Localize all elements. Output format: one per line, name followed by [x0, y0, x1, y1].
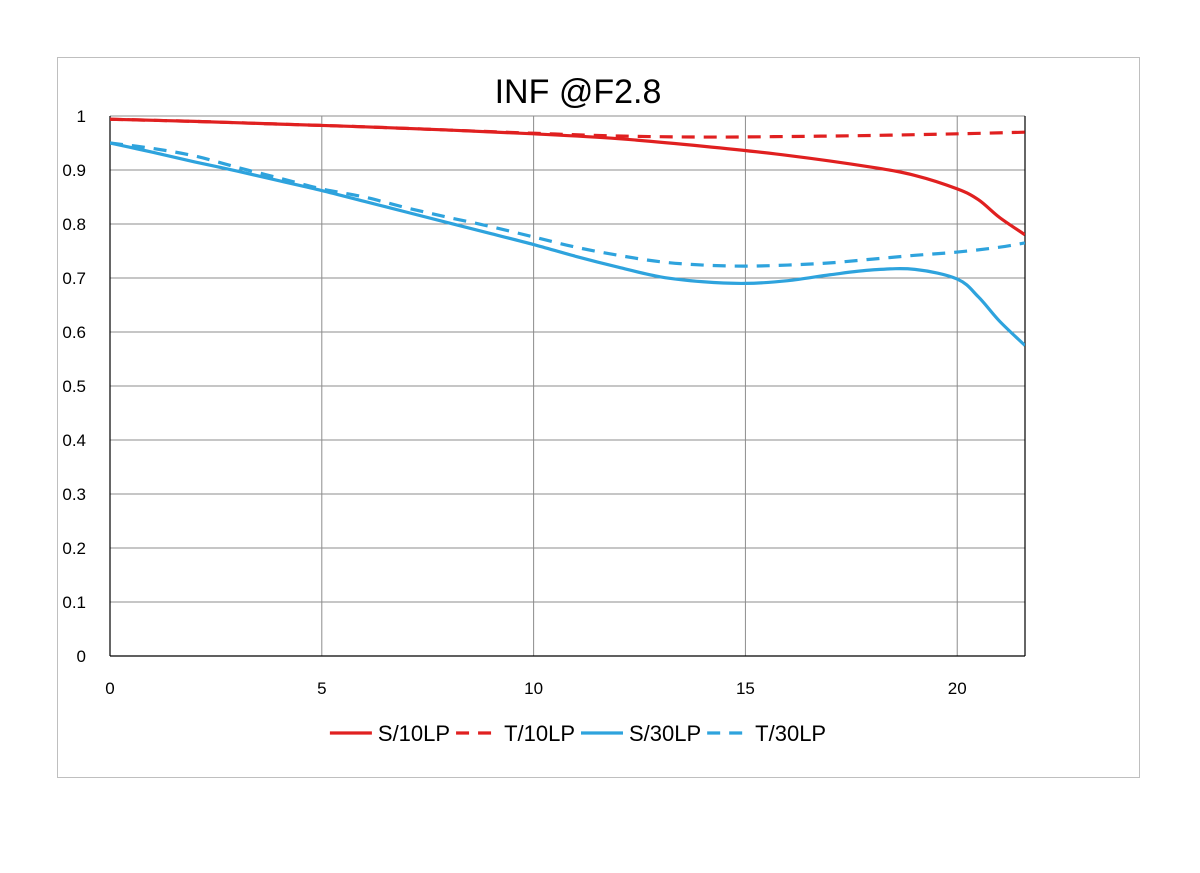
legend-item-s-30lp: S/30LP: [581, 721, 701, 746]
legend-label: S/30LP: [629, 721, 701, 746]
grid-lines: [110, 115, 1025, 656]
y-tick-label: 0.9: [62, 161, 86, 180]
legend-label: T/30LP: [755, 721, 826, 746]
x-tick-label: 5: [317, 679, 326, 698]
y-tick-label: 0.8: [62, 215, 86, 234]
series-lines: [110, 117, 1025, 347]
y-tick-label: 0.2: [62, 539, 86, 558]
legend-label: T/10LP: [504, 721, 575, 746]
series-line-t-30lp: [110, 141, 1025, 268]
x-tick-label: 15: [736, 679, 755, 698]
y-axis-tick-labels: 0 0.1 0.2 0.3 0.4 0.5 0.6 0.7 0.8 0.9 1: [62, 107, 86, 666]
legend-item-t-30lp: T/30LP: [707, 721, 826, 746]
chart-area-border: [57, 57, 1140, 778]
y-tick-label: 0.5: [62, 377, 86, 396]
legend-item-s-10lp: S/10LP: [329, 721, 450, 746]
y-tick-label: 0.6: [62, 323, 86, 342]
y-tick-label: 0.4: [62, 431, 86, 450]
x-tick-label: 20: [948, 679, 967, 698]
legend-item-t-10lp: T/10LP: [456, 721, 575, 746]
legend-label: S/10LP: [378, 721, 450, 746]
y-tick-label: 0: [77, 647, 86, 666]
x-tick-label: 10: [524, 679, 543, 698]
y-tick-label: 0.3: [62, 485, 86, 504]
x-axis-tick-labels: 0 5 10 15 20: [105, 679, 966, 698]
legend: S/10LP T/10LP S/30LP T/30LP: [329, 721, 826, 746]
axes: [109, 116, 1026, 657]
y-tick-label: 0.1: [62, 593, 86, 612]
series-line-s-30lp: [110, 141, 1025, 347]
x-tick-label: 0: [105, 679, 114, 698]
y-tick-label: 1: [77, 107, 86, 126]
chart-title: INF @F2.8: [495, 73, 662, 111]
series-line-t-10lp: [110, 117, 1025, 139]
y-tick-label: 0.7: [62, 269, 86, 288]
